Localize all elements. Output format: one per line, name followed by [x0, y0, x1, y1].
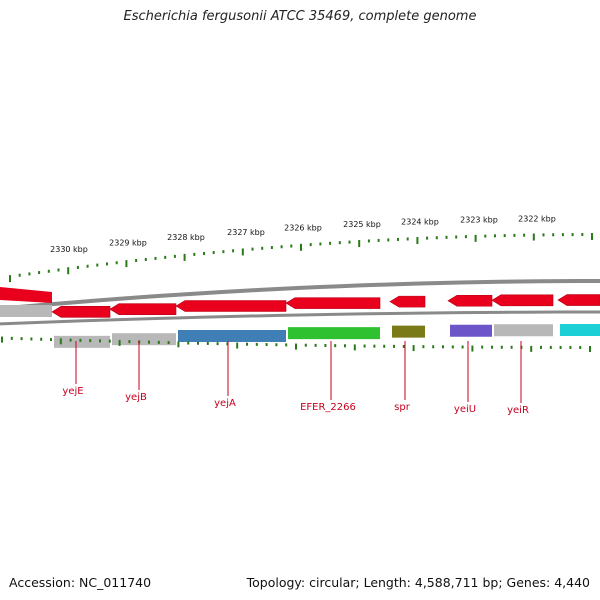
map-title: Escherichia fergusonii ATCC 35469, compl…: [123, 9, 477, 24]
gene-arrow[interactable]: [491, 294, 554, 307]
gene-labels: yejE yejB yejA EFER_2266 spr yeiU yeiR: [62, 341, 529, 416]
ruler-label: 2326 kbp: [284, 224, 322, 233]
inner-ticks: [1, 336, 591, 352]
ruler-label: 2322 kbp: [518, 214, 556, 223]
cog-bar: [560, 324, 600, 337]
gene-arrow[interactable]: [447, 294, 493, 307]
gene-arrow[interactable]: [109, 303, 177, 315]
gene-arrow[interactable]: [389, 295, 426, 308]
cog-bar: [450, 324, 492, 337]
gene-label[interactable]: yeiR: [507, 405, 529, 416]
ruler-label: 2328 kbp: [167, 233, 205, 242]
gene-label[interactable]: yejA: [214, 398, 236, 409]
ruler-ticks: [9, 233, 593, 283]
backbone-inner-line: [0, 310, 600, 326]
ruler-labels: 2330 kbp 2329 kbp 2328 kbp 2327 kbp 2326 kbp…: [50, 214, 556, 254]
topology-summary: Topology: circular; Length: 4,588,711 bp…: [246, 575, 590, 590]
gene-label[interactable]: yejE: [62, 386, 83, 397]
cog-bar: [392, 325, 425, 338]
ruler-label: 2324 kbp: [401, 218, 439, 227]
cog-bar: [494, 324, 553, 337]
cog-bar: [112, 333, 176, 346]
ruler-label: 2330 kbp: [50, 245, 88, 254]
gene-label[interactable]: yeiU: [454, 404, 476, 415]
ruler-label: 2329 kbp: [109, 239, 147, 248]
backbone-line: [0, 279, 600, 311]
gene-label[interactable]: yejB: [125, 392, 147, 403]
accession-text: Accession: NC_011740: [9, 575, 152, 590]
cog-lane: [0, 305, 600, 348]
gene-arrow[interactable]: [557, 294, 600, 306]
cog-bar: [54, 335, 110, 348]
ruler-label: 2327 kbp: [227, 228, 265, 237]
cog-bar: [178, 329, 286, 342]
ruler-label: 2325 kbp: [343, 220, 381, 229]
cog-bar-partial: [0, 305, 52, 317]
gene-arrow[interactable]: [175, 300, 287, 312]
gene-arrow[interactable]: [285, 297, 381, 309]
gene-label[interactable]: spr: [394, 402, 411, 413]
gene-lane: [0, 287, 600, 318]
backbone: [0, 279, 600, 326]
gene-arrow[interactable]: [51, 306, 111, 318]
gene-arrow-partial[interactable]: [0, 287, 52, 303]
cog-bar: [288, 327, 380, 340]
gene-label[interactable]: EFER_2266: [300, 402, 356, 413]
ruler-label: 2323 kbp: [460, 216, 498, 225]
